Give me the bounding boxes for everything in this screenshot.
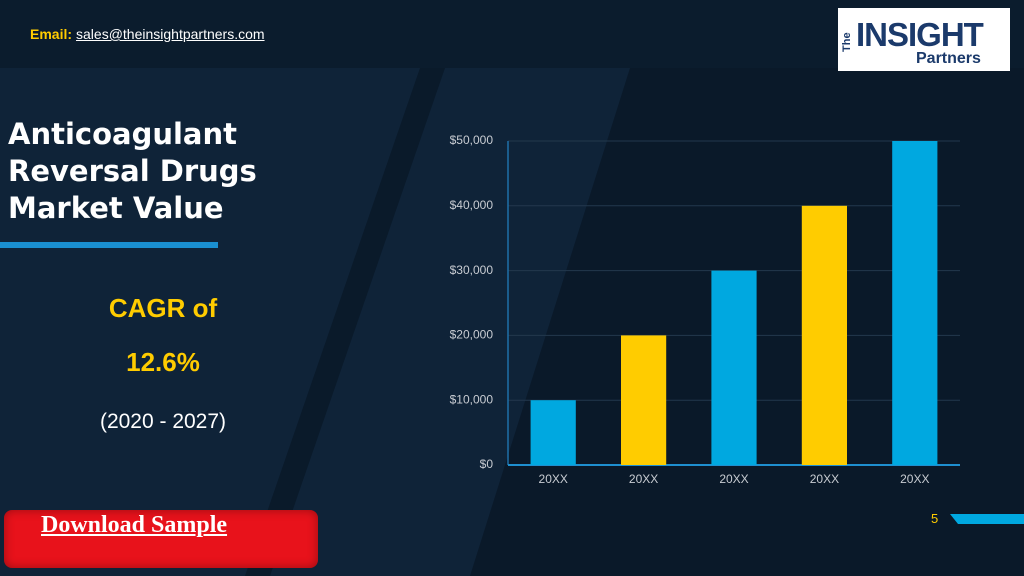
bar [621, 335, 667, 465]
y-tick-label: $40,000 [450, 198, 494, 212]
slide-title: Anticoagulant Reversal Drugs Market Valu… [8, 117, 257, 225]
corner-accent [950, 514, 1024, 524]
x-tick-label: 20XX [719, 472, 748, 486]
email-link[interactable]: sales@theinsightpartners.com [76, 26, 265, 42]
bar [530, 400, 576, 465]
y-tick-label: $10,000 [450, 392, 494, 406]
top-band [0, 0, 1024, 68]
cagr-label: CAGR of [108, 293, 218, 323]
x-tick-label: 20XX [539, 472, 568, 486]
bar [801, 205, 847, 466]
x-tick-label: 20XX [900, 472, 929, 486]
button-label[interactable]: Download Sample [41, 512, 228, 538]
x-tick-label: 20XX [629, 472, 658, 486]
email-label: Email: [30, 26, 73, 42]
bar [711, 270, 757, 465]
y-tick-label: $50,000 [450, 133, 494, 147]
logo-brand: INSIGHT [856, 16, 984, 53]
x-tick-label: 20XX [810, 472, 839, 486]
cagr-value: 12.6% [126, 347, 200, 377]
download-button[interactable]: Download Sample [4, 510, 318, 568]
bar [892, 141, 938, 465]
page-number: 5 [931, 511, 939, 526]
logo-sub: Partners [916, 50, 981, 67]
stripe [245, 68, 445, 576]
title-underline [0, 242, 218, 248]
y-tick-label: $20,000 [450, 328, 494, 342]
y-tick-label: $0 [480, 457, 494, 471]
period: (2020 - 2027) [99, 410, 227, 433]
logo: The INSIGHT Partners [838, 8, 1010, 71]
y-tick-label: $30,000 [450, 263, 494, 277]
email-line: Email: sales@theinsightpartners.com [30, 26, 265, 42]
